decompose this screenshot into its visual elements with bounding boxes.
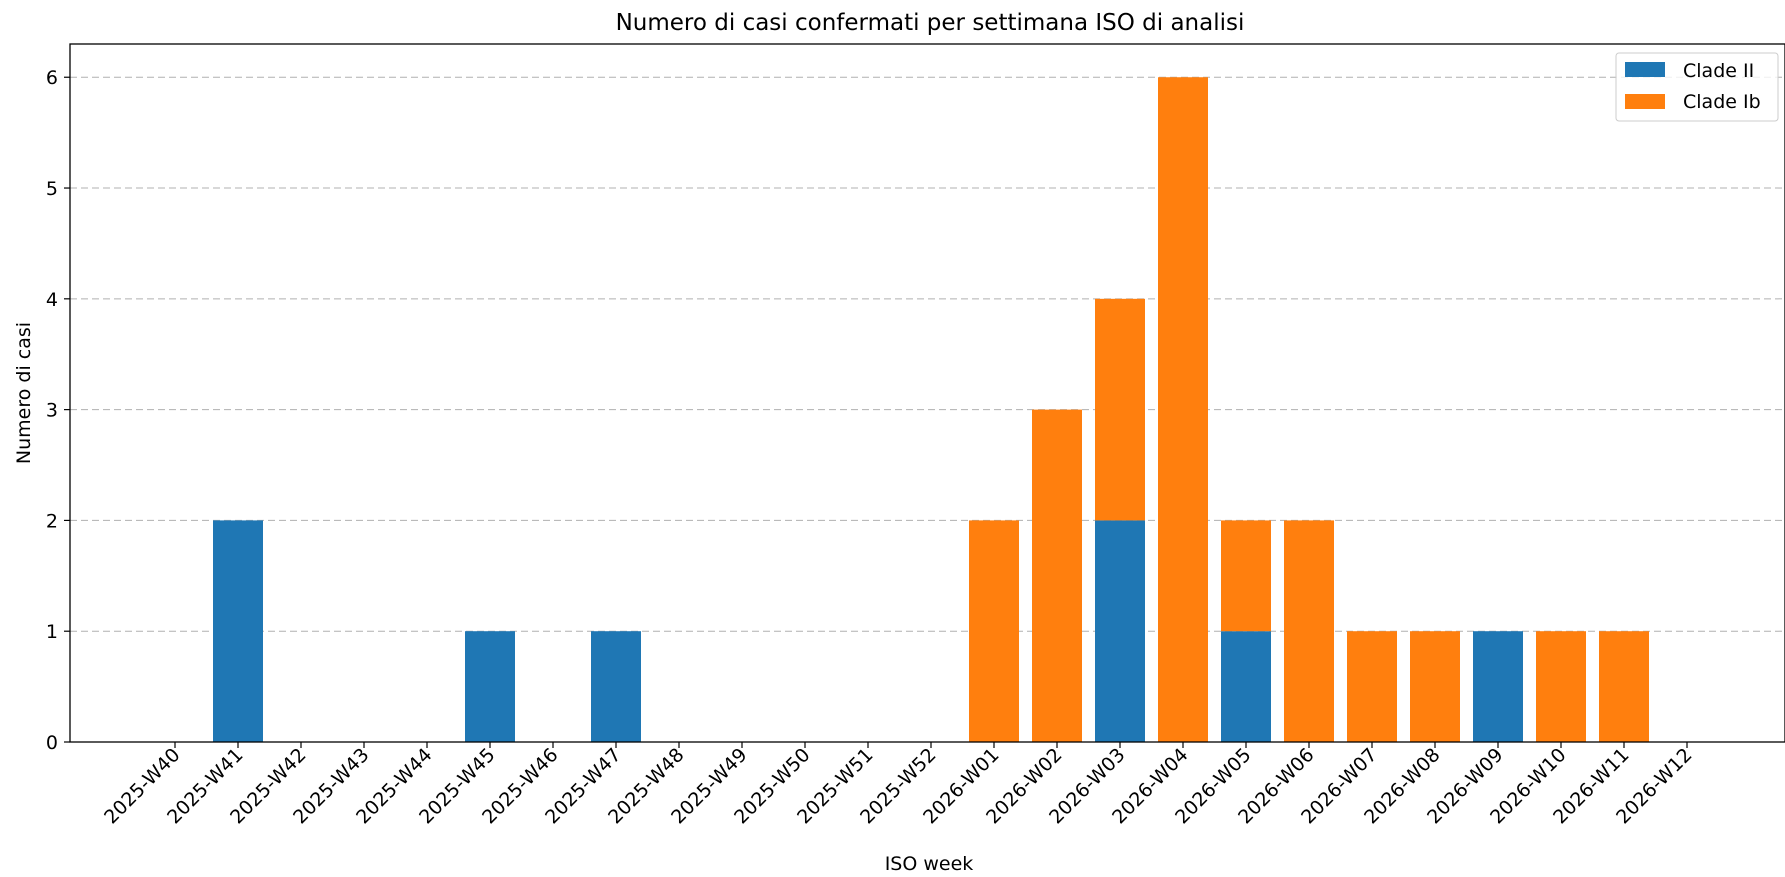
chart-title: Numero di casi confermati per settimana …: [616, 10, 1245, 36]
bar-clade-ib-2026-w05: [1221, 520, 1271, 632]
legend: Clade II Clade Ib: [1615, 52, 1779, 122]
bar-clade-ii-2026-w03: [1095, 520, 1145, 742]
bar-clade-ii-2026-w05: [1221, 631, 1271, 742]
bar-clade-ii-2025-w47: [591, 631, 641, 742]
legend-swatch-clade-ii: [1625, 62, 1665, 77]
y-tick-label: 1: [46, 621, 58, 643]
y-tick-label: 2: [46, 510, 58, 532]
bars: [213, 77, 1649, 742]
bar-clade-ib-2026-w02: [1032, 409, 1082, 742]
bar-clade-ib-2026-w10: [1536, 631, 1586, 742]
bar-clade-ii-2025-w41: [213, 520, 263, 742]
legend-swatch-clade-ib: [1625, 94, 1665, 109]
bar-clade-ib-2026-w03: [1095, 298, 1145, 521]
y-tick-label: 6: [46, 67, 58, 89]
y-axis: 0 1 2 3 4 5 6: [46, 67, 70, 754]
legend-label-clade-ib: Clade Ib: [1683, 91, 1761, 113]
bar-clade-ii-2026-w09: [1473, 631, 1523, 742]
bar-clade-ib-2026-w01: [969, 520, 1019, 742]
x-axis-label: ISO week: [885, 853, 974, 875]
bar-clade-ib-2026-w06: [1284, 520, 1334, 742]
bar-clade-ib-2026-w08: [1410, 631, 1460, 742]
plot-frame: [69, 43, 1785, 743]
y-tick-label: 5: [46, 178, 58, 200]
bar-clade-ib-2026-w04: [1158, 77, 1208, 742]
legend-label-clade-ii: Clade II: [1683, 60, 1754, 82]
bar-clade-ii-2025-w45: [465, 631, 515, 742]
bar-clade-ib-2026-w07: [1347, 631, 1397, 742]
y-tick-label: 4: [46, 289, 58, 311]
y-tick-label: 3: [46, 400, 58, 422]
y-axis-label: Numero di casi: [13, 322, 35, 464]
bar-clade-ib-2026-w11: [1599, 631, 1649, 742]
y-tick-label: 0: [46, 732, 58, 754]
